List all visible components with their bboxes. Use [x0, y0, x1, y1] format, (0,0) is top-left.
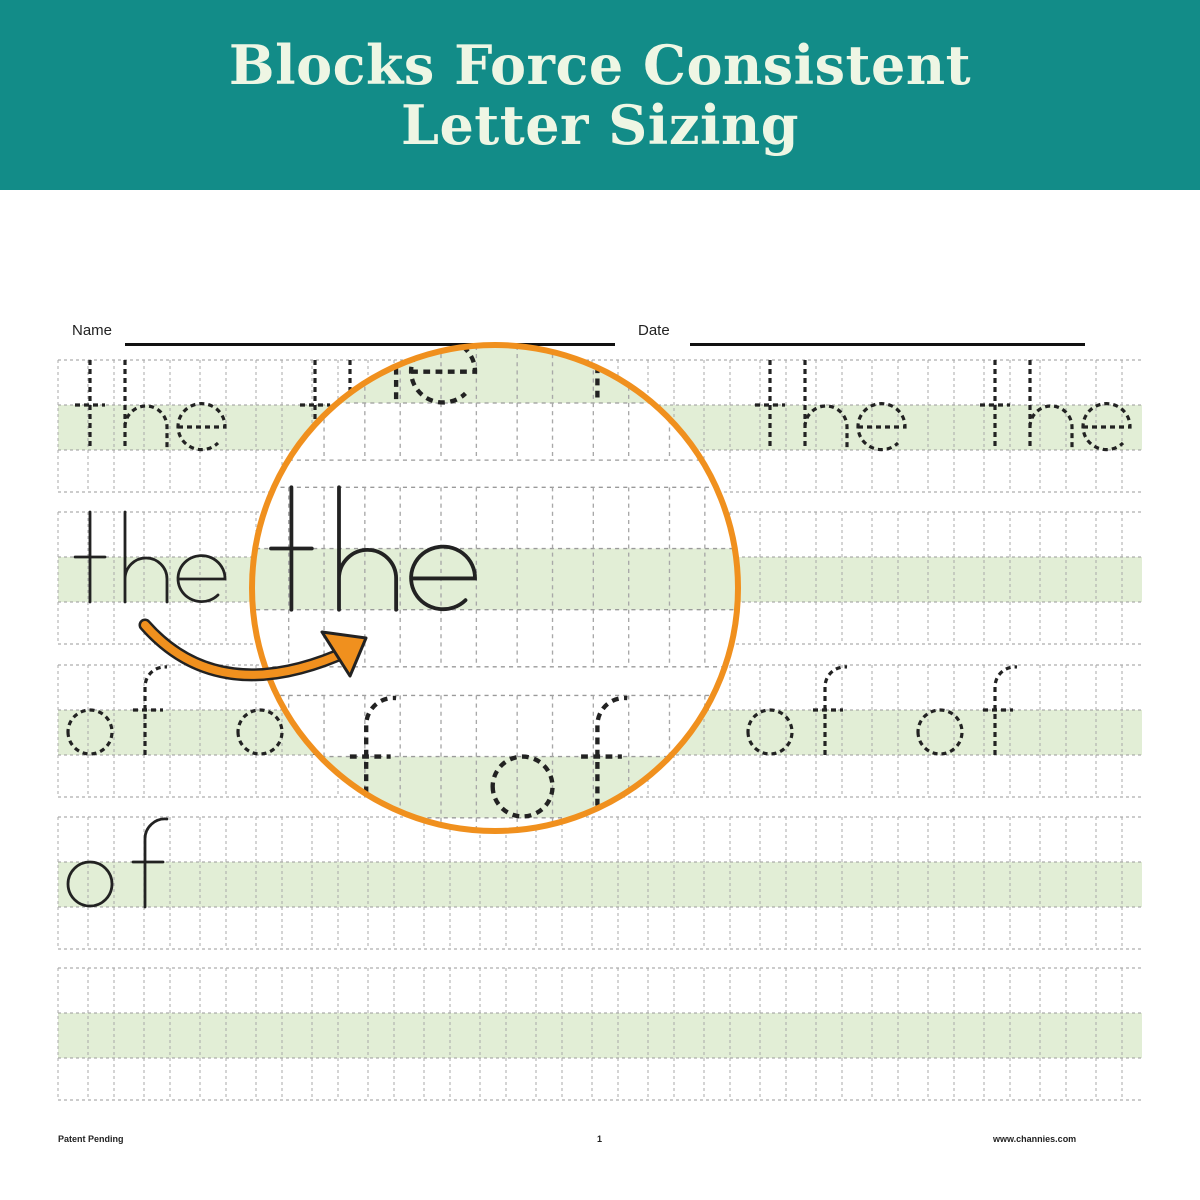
green-band — [252, 548, 738, 610]
letter-o — [490, 754, 555, 819]
letter-o — [916, 708, 964, 756]
letter-h — [803, 360, 849, 450]
word-of — [916, 665, 1018, 756]
footer-website: www.channies.com — [993, 1134, 1077, 1144]
word-of — [66, 817, 169, 909]
name-line — [125, 343, 615, 346]
word-of — [746, 665, 848, 756]
letter-e — [1081, 402, 1132, 452]
letter-f — [350, 905, 396, 1025]
letter-f — [581, 695, 628, 818]
title-line-1: Blocks Force Consistent — [228, 33, 972, 97]
date-line — [690, 343, 1085, 346]
title-banner: Blocks Force Consistent Letter Sizing — [0, 0, 1200, 190]
title-line-2: Letter Sizing — [400, 93, 800, 157]
footer-patent: Patent Pending — [58, 1134, 124, 1144]
letter-t — [73, 510, 107, 604]
word-of — [490, 695, 628, 819]
letter-e — [176, 402, 227, 452]
letter-e — [856, 402, 907, 452]
letter-t — [271, 345, 312, 404]
green-band — [252, 345, 738, 403]
letter-f — [133, 665, 168, 755]
word-the — [755, 360, 907, 452]
letter-f — [983, 665, 1018, 755]
footer-page-number: 1 — [597, 1134, 603, 1144]
curved-arrow-icon — [138, 618, 368, 682]
letter-f — [131, 817, 169, 909]
letter-f — [349, 695, 397, 818]
letter-o — [746, 708, 794, 756]
word-the — [269, 485, 477, 612]
letter-o — [66, 708, 114, 756]
letter-t — [269, 485, 314, 612]
letter-t — [75, 360, 105, 450]
letter-h — [123, 510, 169, 604]
word-the — [73, 510, 227, 604]
letter-t — [577, 345, 618, 404]
letter-e — [176, 554, 227, 603]
letter-h — [123, 360, 169, 450]
word-the — [980, 360, 1132, 452]
letter-h — [337, 485, 399, 612]
word-the — [75, 360, 227, 452]
letter-t — [755, 360, 785, 450]
magnifier-circle-icon — [249, 342, 741, 834]
date-label: Date — [638, 322, 670, 339]
letter-t — [980, 360, 1010, 450]
green-band — [58, 862, 1142, 907]
letter-o — [236, 708, 284, 756]
word-of — [66, 665, 168, 756]
letter-f — [813, 665, 848, 755]
green-band — [58, 1013, 1142, 1058]
letter-h — [1028, 360, 1074, 450]
letter-o — [66, 860, 114, 908]
letter-e — [409, 544, 477, 612]
magnified-view — [252, 345, 738, 1025]
name-label: Name — [72, 322, 113, 339]
